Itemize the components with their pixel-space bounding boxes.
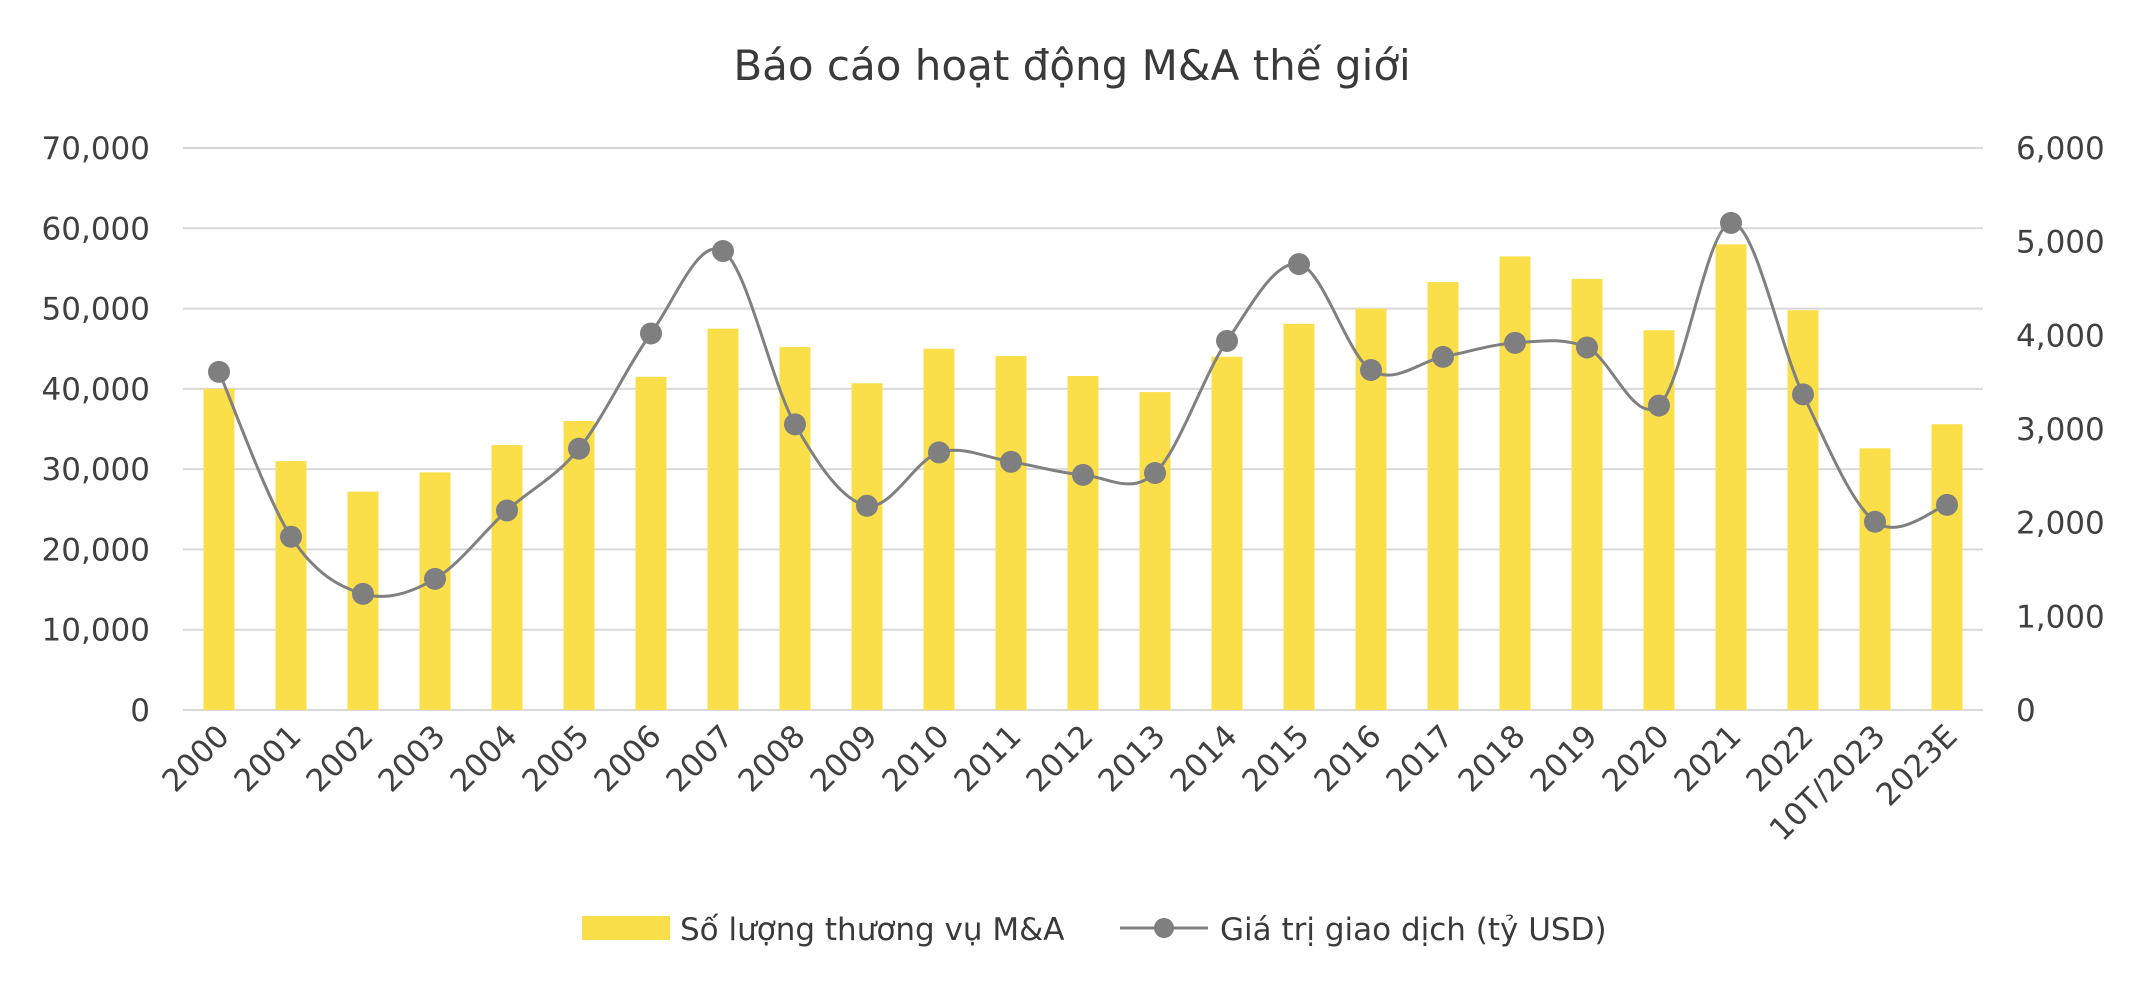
line-point (280, 525, 302, 548)
x-axis-tick-label: 2006 (587, 718, 668, 799)
x-axis-tick-label: 2015 (1235, 718, 1316, 799)
line-point (1792, 383, 1814, 406)
line-point (1648, 394, 1670, 417)
line-point (1720, 211, 1742, 234)
left-y-axis: 0 10,000 20,000 30,000 40,000 50,000 60,000 70,… (42, 131, 150, 729)
x-axis: 2000200120022003200420052006200720082009… (155, 718, 1964, 848)
legend-line-marker (1154, 918, 1174, 938)
bar (635, 376, 667, 710)
bar (563, 420, 595, 710)
bar (491, 445, 523, 710)
right-axis-tick-label: 0 (2016, 693, 2036, 729)
line-point (1072, 463, 1094, 486)
line-point (856, 494, 878, 517)
x-axis-tick-label: 2020 (1595, 718, 1676, 799)
left-axis-tick-label: 0 (130, 693, 150, 729)
bar (275, 461, 307, 710)
left-axis-tick-label: 10,000 (42, 613, 150, 649)
bar (707, 328, 739, 710)
x-axis-tick-label: 2002 (299, 718, 380, 799)
x-axis-tick-label: 2007 (659, 718, 740, 799)
x-axis-tick-label: 2012 (1019, 718, 1100, 799)
line-series (208, 211, 1958, 605)
line-point (1504, 331, 1526, 354)
legend: Số lượng thương vụ M&A Giá trị giao dịch… (582, 912, 1607, 948)
right-axis-tick-label: 3,000 (2016, 412, 2105, 448)
x-axis-tick-label: 2021 (1667, 718, 1748, 799)
right-axis-tick-label: 2,000 (2016, 506, 2105, 542)
x-axis-tick-label: 2010 (875, 718, 956, 799)
bar (1067, 376, 1099, 710)
line-point (496, 499, 518, 522)
line-point (1936, 493, 1958, 516)
bar (995, 355, 1027, 710)
left-axis-tick-label: 60,000 (42, 211, 150, 247)
bar (1931, 424, 1963, 710)
x-axis-tick-label: 2013 (1091, 718, 1172, 799)
bar (1859, 448, 1891, 710)
bar (1283, 323, 1315, 710)
line-point (1144, 462, 1166, 485)
line-point (1288, 253, 1310, 276)
left-axis-tick-label: 30,000 (42, 452, 150, 488)
x-axis-tick-label: 2017 (1379, 718, 1460, 799)
bar (1499, 256, 1531, 710)
line-point (640, 322, 662, 345)
right-axis-tick-label: 6,000 (2016, 131, 2105, 167)
x-axis-tick-label: 2011 (947, 718, 1028, 799)
x-axis-tick-label: 2004 (443, 718, 524, 799)
line-point (784, 413, 806, 436)
left-axis-tick-label: 50,000 (42, 292, 150, 328)
line-point (1000, 450, 1022, 473)
line-point (568, 437, 590, 460)
bar (1211, 356, 1243, 710)
x-axis-tick-label: 2001 (227, 718, 308, 799)
left-axis-tick-label: 70,000 (42, 131, 150, 167)
x-axis-tick-label: 2005 (515, 718, 596, 799)
x-axis-tick-label: 2003 (371, 718, 452, 799)
x-axis-tick-label: 2018 (1451, 718, 1532, 799)
chart-title: Báo cáo hoạt động M&A thế giới (733, 41, 1410, 90)
bar (1787, 310, 1819, 710)
legend-line-label: Giá trị giao dịch (tỷ USD) (1220, 912, 1607, 948)
right-y-axis: 0 1,000 2,000 3,000 4,000 5,000 6,000 (2016, 131, 2105, 729)
line-point (424, 567, 446, 590)
line-point (1216, 329, 1238, 352)
bar (1715, 244, 1747, 711)
right-axis-tick-label: 4,000 (2016, 318, 2105, 354)
line-point (352, 582, 374, 605)
bar (1139, 392, 1171, 710)
bar (923, 348, 955, 710)
line-point (1864, 510, 1886, 533)
left-axis-tick-label: 40,000 (42, 372, 150, 408)
x-axis-tick-label: 2016 (1307, 718, 1388, 799)
bar (1643, 330, 1675, 710)
x-axis-tick-label: 2000 (155, 718, 236, 799)
line-point (928, 441, 950, 464)
x-axis-tick-label: 2014 (1163, 718, 1244, 799)
right-axis-tick-label: 1,000 (2016, 599, 2105, 635)
line-point (208, 360, 230, 383)
legend-bar-swatch (582, 916, 670, 940)
x-axis-tick-label: 2023E (1870, 718, 1965, 813)
left-axis-tick-label: 20,000 (42, 532, 150, 568)
right-axis-tick-label: 5,000 (2016, 225, 2105, 261)
bar (203, 388, 235, 710)
bar (779, 347, 811, 710)
line-point (712, 240, 734, 263)
line-point (1576, 336, 1598, 359)
line-point (1360, 358, 1382, 381)
line-point (1432, 345, 1454, 368)
bar (851, 383, 883, 710)
x-axis-tick-label: 2008 (731, 718, 812, 799)
legend-bar-label: Số lượng thương vụ M&A (680, 912, 1064, 948)
x-axis-tick-label: 2009 (803, 718, 884, 799)
x-axis-tick-label: 2019 (1523, 718, 1604, 799)
bar (419, 472, 451, 710)
